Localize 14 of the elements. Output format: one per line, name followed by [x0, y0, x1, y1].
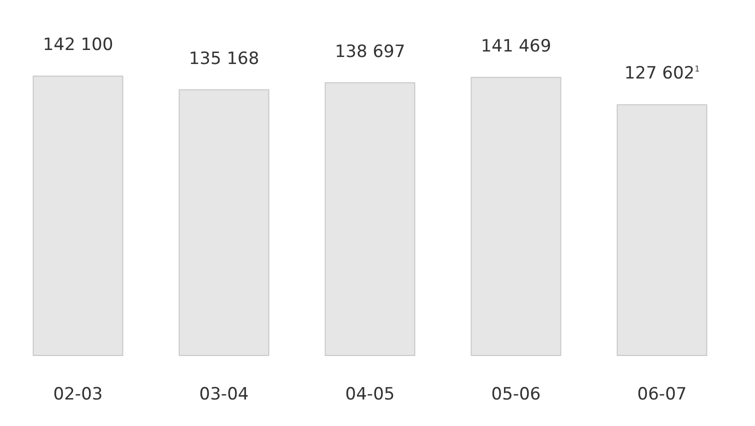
bar	[470, 76, 562, 356]
bar	[32, 76, 124, 356]
x-tick-label: 03-04	[199, 384, 249, 404]
data-label: 141 469	[480, 36, 552, 56]
x-tick-label: 04-05	[345, 384, 395, 404]
bar	[616, 104, 708, 356]
data-label: 142 100	[42, 35, 114, 56]
x-tick-label: 02-03	[53, 384, 103, 404]
bar	[324, 82, 416, 356]
bar	[178, 89, 270, 356]
data-label: 138 697	[334, 42, 406, 62]
x-tick-label: 06-07	[637, 384, 687, 404]
data-label: 135 168	[188, 48, 260, 69]
x-tick-label: 05-06	[491, 384, 541, 404]
